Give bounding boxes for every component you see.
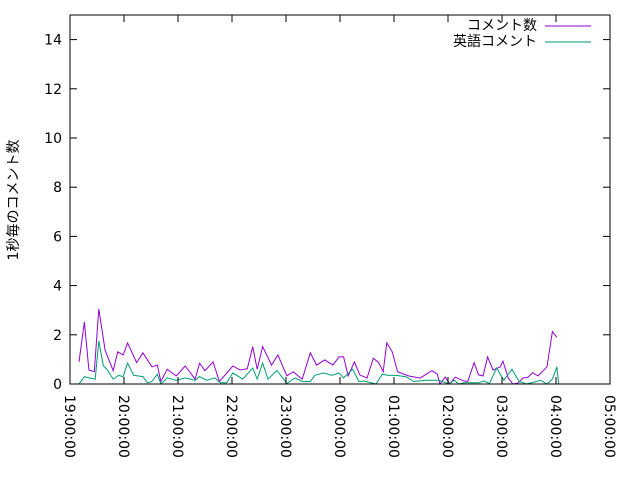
- x-tick-label: 00:00:00: [331, 395, 347, 458]
- y-axis-label: 1秒毎のコメント数: [6, 140, 22, 261]
- x-tick-label: 02:00:00: [439, 395, 455, 458]
- x-tick-label: 22:00:00: [223, 395, 239, 458]
- plot-border: [69, 14, 611, 385]
- y-tick-label: 8: [53, 180, 62, 196]
- y-tick-label: 14: [44, 33, 62, 49]
- y-tick-label: 0: [53, 377, 62, 393]
- y-tick-label: 10: [44, 131, 62, 147]
- x-tick-label: 05:00:00: [601, 395, 617, 458]
- x-tick-label: 01:00:00: [385, 395, 401, 458]
- y-tick-label: 12: [44, 82, 62, 98]
- x-tick-label: 04:00:00: [547, 395, 563, 458]
- x-tick-label: 20:00:00: [115, 395, 131, 458]
- y-tick-label: 4: [53, 279, 62, 295]
- x-tick-label: 23:00:00: [277, 395, 293, 458]
- x-tick-label: 19:00:00: [61, 395, 77, 458]
- y-tick-label: 2: [53, 328, 62, 344]
- x-tick-label: 21:00:00: [169, 395, 185, 458]
- y-tick-label: 6: [53, 229, 62, 245]
- legend-label-english-comments: 英語コメント: [453, 33, 537, 50]
- legend-label-comments: コメント数: [467, 18, 537, 34]
- series-line-0: [78, 308, 558, 386]
- x-tick-label: 03:00:00: [493, 395, 509, 458]
- legend: コメント数 英語コメント: [453, 18, 591, 50]
- series-line-1: [78, 340, 560, 385]
- plot-marks: [78, 308, 560, 386]
- axis-ticks: 0 2 4 6 8 10 12 14 19:00:00 20:00:00 21:00:00 22:00…: [44, 15, 617, 458]
